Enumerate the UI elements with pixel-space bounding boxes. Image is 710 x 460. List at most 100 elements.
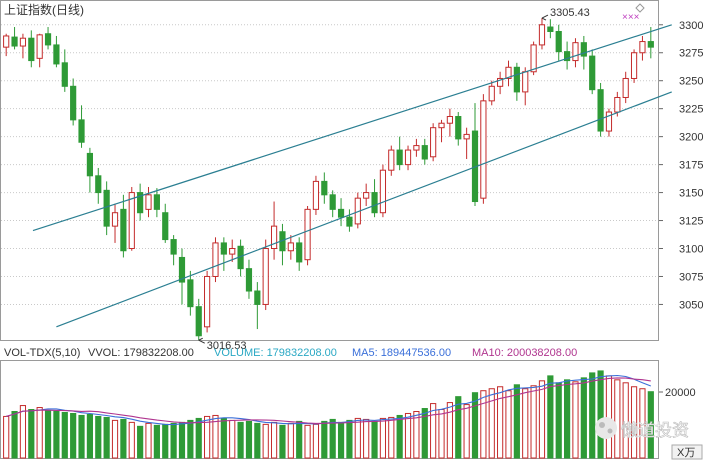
volume-bar-up bbox=[630, 386, 638, 459]
candle-down bbox=[547, 26, 554, 32]
candle-down bbox=[254, 290, 261, 305]
volume-bar-down bbox=[195, 417, 202, 459]
candle-up bbox=[430, 127, 437, 158]
volume-label: VOLUME: 179832208.00 bbox=[214, 347, 337, 359]
volume-bar-up bbox=[229, 419, 236, 459]
volume-bar-down bbox=[547, 375, 554, 459]
volume-bar-up bbox=[287, 422, 294, 459]
candle-up bbox=[614, 96, 621, 113]
candle-down bbox=[580, 42, 587, 57]
volume-bar-down bbox=[237, 421, 244, 459]
channel-line-upper bbox=[32, 24, 672, 232]
high-label: 3305.43 bbox=[550, 7, 590, 19]
candle-down bbox=[120, 208, 127, 252]
candle-down bbox=[337, 208, 345, 218]
volume-bar-up bbox=[530, 385, 537, 459]
candle-up bbox=[229, 248, 236, 255]
candle-up bbox=[438, 122, 445, 129]
candle-down bbox=[28, 37, 35, 62]
candle-down bbox=[11, 36, 18, 47]
volume-bar-up bbox=[363, 418, 370, 459]
watermark-logo-dot bbox=[599, 422, 605, 428]
volume-bar-down bbox=[329, 418, 336, 459]
y-tick-label: 3300 bbox=[679, 20, 703, 32]
volume-ma10-line bbox=[6, 377, 651, 424]
y-tick-label: 3100 bbox=[679, 244, 703, 256]
high-arrow bbox=[541, 14, 549, 21]
candle-down bbox=[296, 242, 303, 263]
candle-down bbox=[178, 256, 186, 283]
candle-down bbox=[95, 175, 102, 194]
volume-bar-down bbox=[396, 414, 403, 459]
volume-bar-up bbox=[463, 404, 470, 459]
candle-down bbox=[421, 145, 428, 160]
volume-bar-up bbox=[446, 402, 453, 459]
candle-up bbox=[145, 194, 152, 210]
channel-line-lower bbox=[56, 91, 672, 328]
volume-bar-up bbox=[262, 423, 269, 459]
candle-up bbox=[19, 37, 27, 47]
volume-bar-up bbox=[497, 386, 504, 459]
volume-bar-down bbox=[254, 422, 261, 459]
unit-button[interactable] bbox=[671, 444, 703, 460]
volume-bar-up bbox=[111, 419, 119, 459]
volume-bar-up bbox=[438, 409, 445, 459]
candle-up bbox=[212, 242, 219, 277]
ma10-label: MA10: 200038208.00 bbox=[472, 347, 577, 359]
candle-down bbox=[245, 268, 253, 292]
volume-bar-down bbox=[178, 421, 186, 459]
candle-up bbox=[488, 85, 495, 102]
candle-up bbox=[622, 77, 629, 98]
candle-down bbox=[321, 180, 328, 196]
volume-bar-up bbox=[304, 424, 311, 459]
price-annotations: 3305.43 3016.53 bbox=[198, 7, 590, 352]
volume-bar-down bbox=[78, 414, 85, 459]
volume-bar-up bbox=[413, 410, 420, 459]
volume-bar-down bbox=[589, 372, 596, 459]
low-arrow bbox=[198, 337, 205, 344]
candle-up bbox=[363, 192, 370, 199]
volume-bar-down bbox=[647, 391, 654, 459]
y-tick-label: 3225 bbox=[679, 104, 703, 116]
candle-down bbox=[396, 149, 403, 166]
volume-bar-down bbox=[245, 420, 253, 459]
candle-down bbox=[53, 44, 60, 65]
volume-bar-up bbox=[614, 379, 621, 459]
y-tick-label: 3250 bbox=[679, 76, 703, 88]
volume-bar-up bbox=[538, 380, 546, 459]
diamond-icon[interactable] bbox=[635, 3, 645, 13]
volume-bar-up bbox=[480, 390, 487, 459]
candle-up bbox=[204, 275, 211, 328]
y-tick-label: 3050 bbox=[679, 299, 703, 311]
candle-up bbox=[446, 116, 453, 124]
volume-bar-up bbox=[379, 417, 387, 459]
candle-down bbox=[61, 62, 68, 87]
volume-bar-up bbox=[605, 375, 613, 459]
y-axis-ticks: 3050 3075 3100 3125 3150 3175 3200 3225 3250 3275… bbox=[659, 20, 703, 311]
volume-bar-down bbox=[421, 408, 428, 459]
candle-up bbox=[262, 248, 269, 305]
signal-marks: ××× bbox=[622, 12, 640, 23]
candle-down bbox=[564, 51, 571, 62]
vol-indicator-label: VOL-TDX(5,10) bbox=[4, 347, 80, 359]
unit-button-label: X万 bbox=[677, 447, 695, 459]
candle-up bbox=[304, 208, 311, 261]
candle-up bbox=[463, 133, 470, 140]
price-panel-frame bbox=[0, 0, 659, 341]
volume-bar-down bbox=[120, 418, 127, 459]
volume-bar-up bbox=[19, 405, 27, 459]
y-tick-label: 3275 bbox=[679, 48, 703, 60]
candle-down bbox=[187, 279, 194, 308]
volume-bar-up bbox=[388, 416, 395, 459]
volume-bar-up bbox=[204, 415, 211, 459]
volume-bar-down bbox=[555, 382, 562, 459]
candle-up bbox=[480, 100, 487, 199]
volume-bars bbox=[3, 370, 654, 459]
candle-down bbox=[346, 216, 353, 227]
volume-bar-down bbox=[162, 423, 169, 459]
candle-down bbox=[647, 41, 654, 48]
volume-bar-down bbox=[95, 415, 102, 459]
candle-down bbox=[220, 242, 227, 255]
volume-bar-down bbox=[103, 416, 110, 459]
